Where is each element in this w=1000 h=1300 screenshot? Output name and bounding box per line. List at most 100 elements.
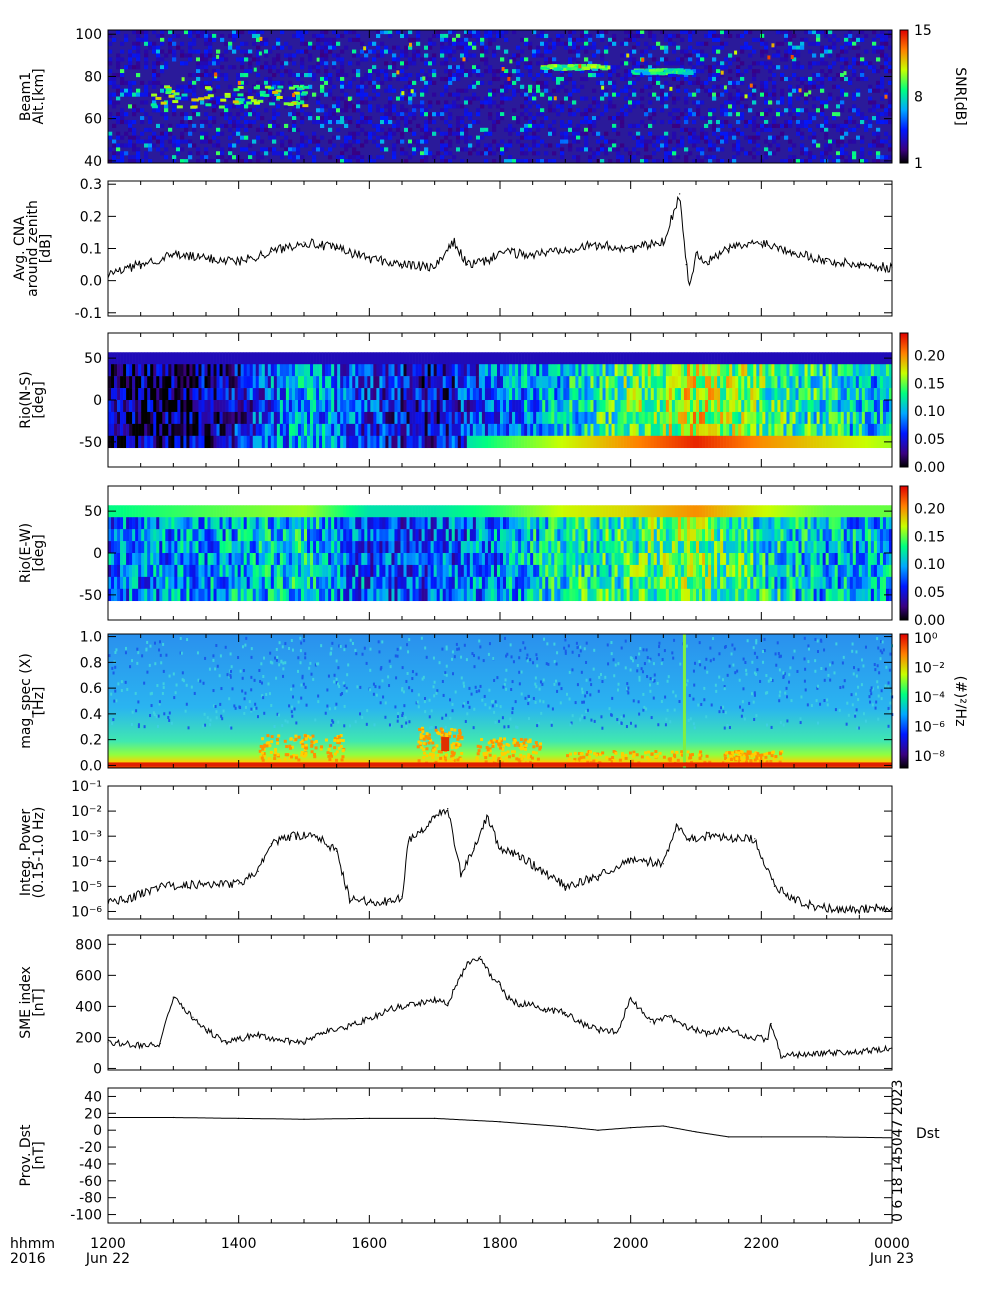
heatmap-cell-rio_ns [147,376,151,389]
heatmap-cell-rio_ns [240,411,244,425]
heatmap-cell-rio_ns [331,376,335,389]
heatmap-cell-beam1 [360,119,365,125]
heatmap-cell-rio_ns [418,435,422,449]
heatmap-cell-rio_ns [611,411,615,425]
heatmap-cell-beam1 [320,45,325,50]
heatmap-cell-rio_ns [210,388,214,401]
heatmap-cell-rio_ns [599,388,603,401]
heatmap-cell-beam1 [800,76,805,82]
heatmap-cell-beam1 [684,76,689,82]
heatmap-cell-beam1 [268,123,273,128]
heatmap-cell-beam1 [144,30,149,35]
heatmap-cell-beam1 [536,33,541,39]
heatmap-cell-beam1 [568,119,573,125]
heatmap-cell-rio_ns [680,400,685,413]
heatmap-cell-beam1 [840,127,845,132]
heatmap-cell-beam1 [272,61,277,66]
heatmap-cell-rio_ns [343,411,347,425]
heatmap-cell-beam1 [800,80,805,85]
heatmap-cell-beam1 [664,143,669,148]
heatmap-cell-beam1 [720,119,725,125]
heatmap-cell-beam1 [408,96,413,101]
heatmap-cell-rio_ns [409,435,413,449]
heatmap-cell-beam1 [376,123,381,128]
heatmap-cell-beam1 [200,100,205,105]
heatmap-cell-beam1 [516,76,521,82]
heatmap-cell-rio_ns [210,423,214,437]
heatmap-cell-beam1 [880,155,885,160]
heatmap-cell-rio_ns [451,411,456,425]
heatmap-cell-rio_ns [708,388,712,401]
heatmap-cell-beam1 [864,49,869,54]
heatmap-feature-beam1 [682,71,689,75]
heatmap-cell-beam1 [824,131,829,136]
heatmap-cell-beam1 [540,92,545,97]
heatmap-cell-beam1 [484,147,489,152]
heatmap-cell-rio_ns [300,400,305,413]
heatmap-cell-beam1 [196,69,201,74]
heatmap-cell-beam1 [120,155,125,160]
heatmap-cell-beam1 [368,96,373,101]
heatmap-cell-beam1 [124,88,129,93]
heatmap-cell-beam1 [428,151,433,156]
heatmap-cell-beam1 [652,80,657,85]
heatmap-cell-rio_ns [680,411,685,425]
heatmap-cell-beam1 [628,33,633,39]
heatmap-cell-beam1 [708,30,713,35]
heatmap-cell-beam1 [756,135,761,140]
heatmap-cell-beam1 [348,80,353,85]
heatmap-cell-beam1 [448,131,453,136]
heatmap-cell-rio_ns [551,376,555,389]
heatmap-cell-rio_ns [267,400,272,413]
heatmap-cell-rio_ns [433,423,437,437]
heatmap-cell-beam1 [392,73,397,78]
heatmap-cell-beam1 [220,37,225,42]
heatmap-cell-beam1 [608,80,613,85]
heatmap-cell-beam1 [780,76,785,82]
heatmap-cell-beam1 [512,116,517,121]
heatmap-cell-beam1 [488,151,493,156]
heatmap-cell-beam1 [564,131,569,136]
heatmap-cell-beam1 [680,37,685,42]
heatmap-cell-beam1 [596,151,601,156]
heatmap-cell-beam1 [456,88,461,93]
heatmap-cell-rio_ns [319,411,323,425]
heatmap-cell-rio_ns [668,364,673,377]
heatmap-cell-rio_ns [291,411,296,425]
heatmap-cell-beam1 [808,135,813,140]
heatmap-cell-rio_ns [129,388,133,401]
heatmap-cell-beam1 [384,104,389,109]
heatmap-cell-rio_ns [294,400,299,413]
heatmap-cell-rio_ns [560,423,564,437]
heatmap-cell-beam1 [264,80,269,85]
heatmap-cell-beam1 [320,61,325,66]
heatmap-feature-beam1 [204,96,211,100]
heatmap-cell-beam1 [212,61,217,66]
heatmap-cell-beam1 [232,30,237,35]
heatmap-cell-rio_ns [581,376,585,389]
heatmap-cell-rio_ns [448,376,453,389]
heatmap-cell-beam1 [808,155,813,160]
heatmap-cell-beam1 [848,119,853,125]
heatmap-speck-beam1 [259,36,263,41]
heatmap-cell-beam1 [168,123,173,128]
heatmap-cell-beam1 [120,108,125,113]
heatmap-cell-beam1 [588,119,593,125]
heatmap-cell-beam1 [544,73,549,78]
heatmap-cell-rio_ns [418,400,422,413]
heatmap-cell-beam1 [700,57,705,62]
heatmap-cell-rio_ns [174,400,178,413]
heatmap-cell-beam1 [520,151,525,156]
heatmap-cell-beam1 [336,73,341,78]
heatmap-cell-beam1 [164,53,169,58]
heatmap-cell-rio_ns [391,400,395,413]
heatmap-cell-rio_ns [717,388,721,401]
heatmap-cell-beam1 [296,147,301,152]
heatmap-cell-rio_ns [225,423,229,437]
heatmap-cell-beam1 [628,131,633,136]
heatmap-cell-beam1 [332,116,337,121]
heatmap-cell-beam1 [348,104,353,109]
heatmap-cell-beam1 [712,65,717,70]
heatmap-cell-beam1 [760,127,765,132]
heatmap-cell-beam1 [884,61,889,66]
